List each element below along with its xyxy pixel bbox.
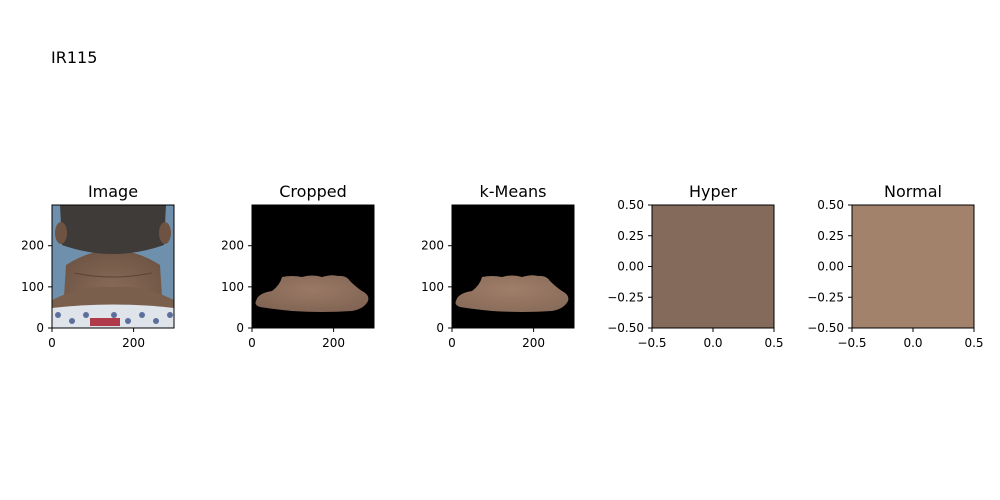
figure-title: IR115 xyxy=(51,48,98,67)
x-tick-label: 0 xyxy=(248,336,256,350)
subplot-normal: Normal −0.5 0.0 0.5 −0.50 −0.25 0.00 0.25 0.50 xyxy=(807,182,983,350)
y-tick-label: 100 xyxy=(21,280,44,294)
subplot-title: Cropped xyxy=(279,182,347,201)
y-tick-label: 0 xyxy=(36,321,44,335)
y-tick-label: 0.50 xyxy=(817,198,844,212)
subplot-cropped: Cropped 0 200 0 100 200 xyxy=(221,182,375,350)
y-tick-label: 0.25 xyxy=(617,229,644,243)
x-tick-label: 200 xyxy=(322,336,345,350)
y-tick-label: 0.25 xyxy=(817,229,844,243)
axes-frame xyxy=(251,204,375,329)
y-tick-label: −0.50 xyxy=(807,321,844,335)
x-tick-label: −0.5 xyxy=(837,336,866,350)
x-tick-label: 0 xyxy=(448,336,456,350)
y-tick-label: 200 xyxy=(421,239,444,253)
x-tick-label: 0.0 xyxy=(703,336,722,350)
y-tick-label: −0.25 xyxy=(607,290,644,304)
x-tick-label: 0.5 xyxy=(964,336,983,350)
subplot-title: Hyper xyxy=(689,182,738,201)
segmented-image xyxy=(452,205,574,328)
subplot-image: Image 0 200 0 100 200 xyxy=(21,182,175,350)
y-tick-label: 0 xyxy=(236,321,244,335)
subplot-title: Normal xyxy=(884,182,942,201)
subplot-title: k-Means xyxy=(480,182,547,201)
y-tick-label: 0 xyxy=(436,321,444,335)
y-tick-label: −0.50 xyxy=(607,321,644,335)
y-tick-label: 0.00 xyxy=(817,260,844,274)
segmented-image xyxy=(252,205,374,328)
color-swatch xyxy=(852,205,974,328)
x-tick-label: 200 xyxy=(522,336,545,350)
x-tick-label: 0.5 xyxy=(764,336,783,350)
photo-image xyxy=(52,205,174,328)
subplot-k-means: k-Means 0 200 0 100 200 xyxy=(421,182,575,350)
y-tick-label: 0.00 xyxy=(617,260,644,274)
y-tick-label: 100 xyxy=(421,280,444,294)
color-swatch xyxy=(652,205,774,328)
y-tick-label: 200 xyxy=(21,239,44,253)
x-tick-label: 0 xyxy=(48,336,56,350)
y-tick-label: 200 xyxy=(221,239,244,253)
x-tick-label: 200 xyxy=(122,336,145,350)
axes-frame xyxy=(51,204,175,329)
y-tick-label: 100 xyxy=(221,280,244,294)
subplot-hyper: Hyper −0.5 0.0 0.5 −0.50 −0.25 0.00 0.25 0.50 xyxy=(607,182,783,350)
subplot-title: Image xyxy=(88,182,138,201)
x-tick-label: 0.0 xyxy=(903,336,922,350)
x-tick-label: −0.5 xyxy=(637,336,666,350)
y-tick-label: −0.25 xyxy=(807,290,844,304)
y-tick-label: 0.50 xyxy=(617,198,644,212)
axes-frame xyxy=(451,204,575,329)
